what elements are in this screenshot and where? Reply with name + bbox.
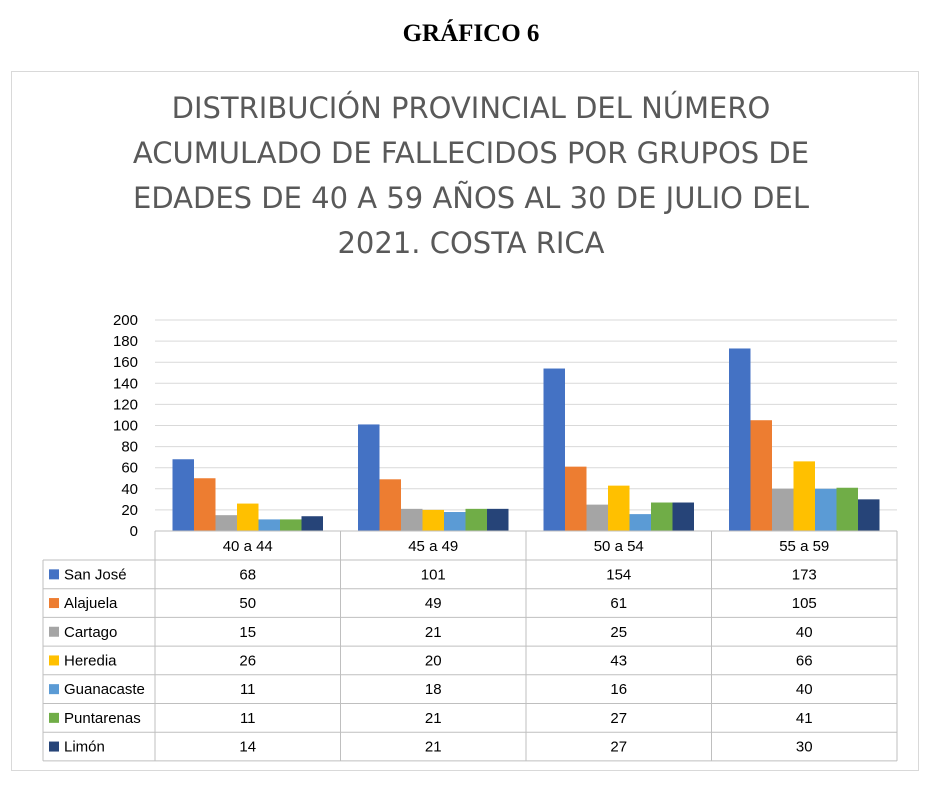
- bar-2-3: [565, 466, 587, 531]
- data-table-value: 20: [425, 652, 442, 669]
- chart-title-line: EDADES DE 40 A 59 AÑOS AL 30 DE JULIO DE…: [133, 181, 809, 215]
- x-category-label: 40 a 44: [223, 538, 273, 555]
- bar-2-1: [194, 478, 216, 531]
- bar-2-2: [379, 479, 401, 531]
- y-tick-label: 180: [113, 333, 138, 350]
- legend-key-2: [49, 598, 59, 609]
- data-table-value: 14: [239, 739, 256, 756]
- bar-7-3: [672, 502, 694, 531]
- y-tick-label: 60: [121, 460, 138, 477]
- data-table-value: 11: [240, 681, 256, 698]
- legend-key-1: [49, 569, 59, 580]
- bar-1-2: [358, 424, 380, 531]
- data-table-value: 26: [239, 652, 256, 669]
- data-table-value: 61: [610, 595, 627, 612]
- bar-4-2: [422, 509, 444, 531]
- bar-5-2: [444, 512, 466, 531]
- y-tick-label: 160: [113, 354, 138, 371]
- bar-6-2: [465, 508, 487, 531]
- bar-3-2: [401, 508, 423, 531]
- y-tick-label: 20: [121, 502, 138, 519]
- data-table-value: 21: [425, 739, 442, 756]
- bar-1-4: [729, 348, 751, 531]
- data-table-value: 105: [792, 595, 817, 612]
- y-tick-label: 80: [121, 439, 138, 456]
- chart-frame: [11, 71, 919, 771]
- legend-series-name: Puntarenas: [64, 710, 141, 727]
- x-category-label: 55 a 59: [779, 538, 829, 555]
- data-table-value: 40: [796, 624, 813, 641]
- bar-7-4: [858, 499, 880, 531]
- chart-title: DISTRIBUCIÓN PROVINCIAL DEL NÚMERO ACUMU…: [100, 86, 842, 266]
- y-tick-label: 100: [113, 418, 138, 435]
- data-table-value: 41: [796, 710, 813, 727]
- chart-title-line: 2021. COSTA RICA: [337, 226, 605, 260]
- y-tick-label: 120: [113, 396, 138, 413]
- data-table-value: 173: [792, 566, 817, 583]
- data-table-value: 21: [425, 624, 442, 641]
- legend-key-6: [49, 712, 59, 723]
- legend-series-name: Heredia: [64, 652, 117, 669]
- data-table-value: 15: [239, 624, 256, 641]
- bar-3-3: [586, 504, 608, 531]
- legend-key-7: [49, 741, 59, 752]
- bar-6-1: [280, 519, 302, 531]
- data-table-value: 154: [606, 566, 631, 583]
- legend-key-5: [49, 684, 59, 695]
- bar-1-1: [172, 459, 194, 531]
- bar-5-3: [629, 514, 651, 531]
- data-table-value: 16: [610, 681, 627, 698]
- legend-series-name: Alajuela: [64, 595, 118, 612]
- bar-4-3: [608, 485, 630, 531]
- legend-key-4: [49, 655, 59, 666]
- x-category-label: 45 a 49: [408, 538, 458, 555]
- data-table-value: 25: [610, 624, 627, 641]
- bar-7-1: [301, 516, 323, 531]
- data-table-value: 21: [425, 710, 442, 727]
- data-table-value: 101: [421, 566, 446, 583]
- bar-3-4: [772, 488, 794, 531]
- bar-3-1: [215, 515, 237, 531]
- data-table-value: 49: [425, 595, 442, 612]
- y-tick-label: 0: [130, 523, 138, 540]
- data-table-value: 27: [610, 710, 627, 727]
- bar-1-3: [543, 368, 565, 531]
- data-table-value: 66: [796, 652, 813, 669]
- data-table-value: 50: [239, 595, 256, 612]
- x-category-label: 50 a 54: [594, 538, 644, 555]
- bar-4-1: [237, 503, 259, 531]
- bar-6-4: [836, 487, 858, 531]
- chart-number-heading: GRÁFICO 6: [402, 20, 540, 47]
- data-table-value: 11: [240, 710, 256, 727]
- y-tick-label: 200: [113, 312, 138, 329]
- legend-series-name: Cartago: [64, 624, 117, 641]
- data-table-value: 40: [796, 681, 813, 698]
- data-table-value: 43: [610, 652, 627, 669]
- y-tick-label: 40: [121, 481, 138, 498]
- bar-6-3: [651, 502, 673, 531]
- legend-series-name: San José: [64, 566, 127, 583]
- bar-4-4: [793, 461, 815, 531]
- bar-7-2: [487, 508, 509, 531]
- bar-5-4: [815, 488, 837, 531]
- legend-series-name: Limón: [64, 739, 105, 756]
- data-table-value: 30: [796, 739, 813, 756]
- chart-title-line: ACUMULADO DE FALLECIDOS POR GRUPOS DE: [132, 136, 810, 170]
- data-table-value: 18: [425, 681, 442, 698]
- bar-2-4: [750, 420, 772, 531]
- bar-5-1: [258, 519, 280, 531]
- legend-key-3: [49, 626, 59, 637]
- y-tick-label: 140: [113, 375, 138, 392]
- legend-series-name: Guanacaste: [64, 681, 145, 698]
- data-table-value: 68: [239, 566, 256, 583]
- data-table-value: 27: [610, 739, 627, 756]
- chart-title-line: DISTRIBUCIÓN PROVINCIAL DEL NÚMERO: [171, 91, 771, 125]
